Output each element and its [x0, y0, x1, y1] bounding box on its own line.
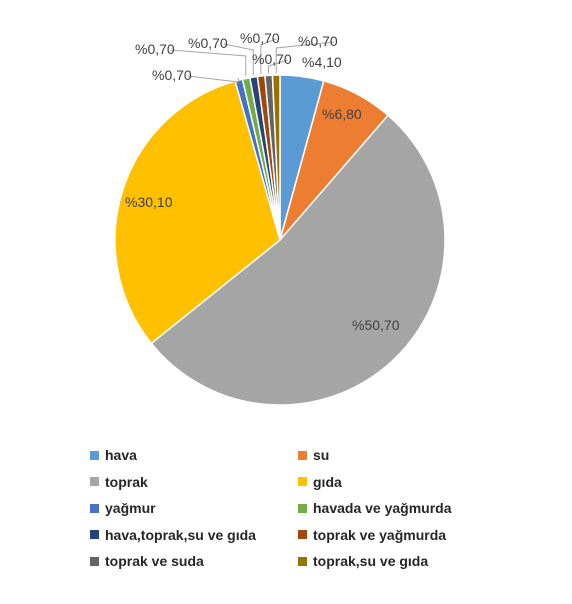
data-label-5: %0,70 [152, 67, 192, 83]
leader-line-6 [170, 49, 247, 77]
leader-line-5 [187, 75, 239, 83]
data-label-4: %30,10 [125, 194, 173, 210]
legend-item-9: toprak ve suda [90, 552, 298, 570]
leader-line-9 [268, 59, 289, 74]
legend-label: toprak,su ve gıda [313, 553, 429, 570]
legend-label: hava,toprak,su ve gıda [105, 526, 256, 543]
legend-item-6: havada ve yağmurda [298, 499, 498, 517]
legend-swatch [298, 477, 307, 487]
data-label-1: %4,10 [302, 54, 342, 70]
pie-plot-area: %4,10 %6,80 %50,70 %30,10 %0,70 %0,70 %0,70 %0,… [114, 30, 446, 406]
legend-label: hava [105, 447, 137, 463]
pie-slice-3 [150, 114, 446, 406]
legend-label: su [313, 447, 330, 463]
data-label-2: %6,80 [322, 106, 362, 122]
legend-label: gıda [313, 473, 342, 490]
leader-line-7 [223, 43, 254, 76]
legend-swatch [90, 450, 99, 460]
data-label-10: %0,70 [298, 33, 338, 49]
data-label-7: %0,70 [188, 35, 228, 51]
legend-swatch [298, 450, 307, 460]
data-label-9: %0,70 [252, 51, 292, 67]
legend-swatch [298, 556, 307, 566]
legend-item-5: yağmur [90, 499, 298, 517]
chart-legend: hava su toprak gıda yağmur havada ve yağmurda… [90, 446, 510, 570]
data-label-8: %0,70 [240, 30, 280, 46]
legend-label: yağmur [105, 500, 156, 517]
legend-item-8: toprak ve yağmurda [298, 526, 498, 544]
legend-label: toprak ve yağmurda [313, 526, 447, 543]
data-label-3: %50,70 [352, 317, 400, 333]
legend-item-3: toprak [90, 473, 298, 491]
legend-label: havada ve yağmurda [313, 500, 452, 517]
legend-item-10: toprak,su ve gıda [298, 552, 498, 570]
pie-slice-4 [114, 80, 281, 345]
legend-item-1: hava [90, 446, 298, 464]
legend-label: toprak [105, 473, 148, 490]
pie-slice-10 [271, 74, 281, 241]
leader-line-10 [275, 41, 335, 73]
leader-line-8 [260, 38, 277, 75]
legend-swatch [90, 530, 99, 540]
data-label-6: %0,70 [135, 41, 175, 57]
legend-item-4: gıda [298, 473, 498, 491]
legend-label: toprak ve suda [105, 553, 204, 570]
legend-swatch [298, 503, 307, 513]
legend-item-2: su [298, 446, 498, 464]
legend-item-7: hava,toprak,su ve gıda [90, 526, 298, 544]
legend-swatch [298, 530, 307, 540]
legend-swatch [90, 503, 99, 513]
legend-swatch [90, 477, 99, 487]
legend-swatch [90, 556, 99, 566]
